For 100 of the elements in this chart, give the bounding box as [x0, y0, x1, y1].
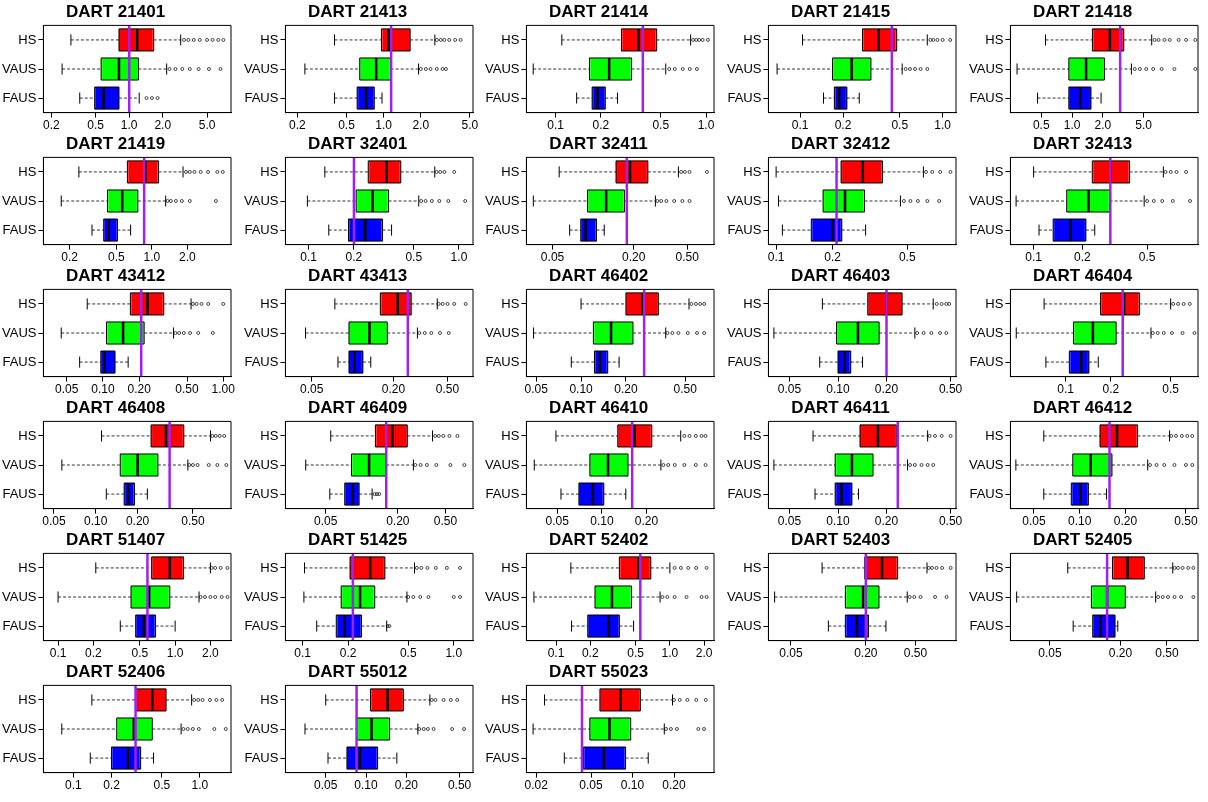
y-tick-label: FAUS [2, 89, 37, 105]
x-tick-label: 0.2 [345, 250, 363, 265]
x-tick-label: 0.1 [300, 250, 318, 265]
chart-title: DART 46402 [549, 265, 649, 285]
y-tick-label: HS [985, 427, 1004, 443]
y-tick-label: VAUS [727, 456, 762, 472]
x-tick-label: 0.50 [1174, 514, 1198, 529]
x-tick-label: 0.50 [435, 382, 460, 397]
chart-title: DART 21414 [549, 1, 650, 21]
y-tick-label: FAUS [485, 485, 521, 501]
y-tick-label: FAUS [244, 89, 279, 105]
chart-title: DART 46408 [65, 397, 166, 417]
y-tick-label: FAUS [244, 749, 279, 765]
x-tick-label: 0.5 [1162, 382, 1180, 397]
chart-title: DART 46412 [1032, 397, 1132, 417]
x-tick-label: 0.2 [339, 646, 357, 661]
x-tick-label: 0.05 [42, 514, 66, 529]
x-tick-label: 0.50 [903, 646, 928, 661]
x-tick-label: 0.05 [299, 382, 324, 397]
x-tick-label: 0.05 [313, 514, 338, 529]
y-tick-label: VAUS [243, 588, 279, 604]
y-tick-label: HS [501, 427, 521, 443]
x-tick-label: 0.05 [541, 250, 565, 265]
y-tick-label: FAUS [969, 221, 1004, 237]
x-tick-label: 0.20 [125, 514, 150, 529]
x-tick-label: 2.0 [202, 646, 220, 661]
y-tick-label: HS [18, 295, 37, 311]
x-tick-label: 0.50 [175, 382, 200, 397]
y-tick-label: FAUS [727, 221, 762, 237]
x-tick-label: 2.0 [696, 646, 714, 661]
y-tick-label: FAUS [485, 749, 521, 765]
x-tick-label: 0.05 [1037, 646, 1062, 661]
chart-title: DART 46404 [1032, 265, 1133, 285]
y-tick-label: HS [743, 427, 762, 443]
x-tick-label: 0.2 [834, 118, 852, 133]
y-tick-label: HS [260, 295, 279, 311]
y-tick-label: HS [501, 559, 521, 575]
x-tick-label: 0.50 [939, 382, 963, 397]
x-tick-label: 5.0 [1135, 118, 1153, 133]
y-tick-label: FAUS [2, 617, 37, 633]
x-tick-label: 5.0 [461, 118, 479, 133]
x-tick-label: 0.2 [824, 250, 842, 265]
x-tick-label: 0.5 [153, 778, 171, 793]
y-tick-label: VAUS [2, 588, 37, 604]
x-tick-label: 0.20 [614, 382, 639, 397]
x-tick-label: 0.20 [874, 382, 899, 397]
y-tick-label: FAUS [2, 485, 37, 501]
y-tick-label: HS [743, 163, 762, 179]
chart-title: DART 52405 [1032, 529, 1132, 549]
y-tick-label: FAUS [244, 221, 279, 237]
x-tick-label: 0.1 [767, 250, 785, 265]
chart-title: DART 21401 [65, 1, 166, 21]
x-tick-label: 0.20 [1108, 646, 1133, 661]
y-tick-label: VAUS [485, 324, 521, 340]
x-tick-label: 0.5 [652, 118, 670, 133]
x-tick-label: 0.20 [127, 382, 152, 397]
x-tick-label: 0.2 [592, 118, 610, 133]
y-tick-label: VAUS [727, 588, 762, 604]
chart-title: DART 32411 [549, 133, 649, 153]
y-tick-label: VAUS [727, 192, 762, 208]
y-tick-label: HS [260, 691, 279, 707]
y-tick-label: VAUS [968, 192, 1004, 208]
y-tick-label: FAUS [244, 485, 279, 501]
x-tick-label: 0.1 [293, 646, 311, 661]
x-tick-label: 0.20 [385, 514, 410, 529]
y-tick-label: FAUS [244, 353, 279, 369]
y-tick-label: FAUS [727, 485, 762, 501]
y-tick-label: VAUS [2, 192, 37, 208]
x-tick-label: 0.2 [582, 646, 600, 661]
x-tick-label: 0.20 [622, 250, 647, 265]
x-tick-label: 1.0 [934, 118, 952, 133]
x-tick-label: 0.5 [337, 118, 355, 133]
x-tick-label: 1.0 [143, 250, 161, 265]
x-tick-label: 0.5 [405, 250, 423, 265]
x-tick-label: 0.1 [1025, 250, 1043, 265]
x-tick-label: 0.5 [891, 118, 909, 133]
chart-title: DART 46409 [307, 397, 407, 417]
x-tick-label: 2.0 [154, 118, 172, 133]
y-tick-label: VAUS [2, 456, 37, 472]
x-tick-label: 0.1 [65, 778, 83, 793]
y-tick-label: HS [18, 163, 37, 179]
chart-title: DART 52403 [790, 529, 891, 549]
x-tick-label: 0.5 [87, 118, 105, 133]
chart-title: DART 43412 [65, 265, 166, 285]
y-tick-label: HS [18, 427, 37, 443]
x-tick-label: 0.10 [84, 514, 108, 529]
x-tick-label: 1.0 [450, 250, 468, 265]
y-tick-label: HS [260, 31, 279, 47]
y-tick-label: FAUS [485, 221, 521, 237]
x-tick-label: 0.2 [103, 778, 121, 793]
x-tick-label: 0.05 [779, 646, 803, 661]
x-tick-label: 1.0 [191, 778, 209, 793]
x-tick-label: 0.05 [579, 778, 604, 793]
y-tick-label: VAUS [2, 324, 37, 340]
x-tick-label: 0.5 [399, 646, 417, 661]
x-tick-label: 0.10 [826, 514, 851, 529]
y-tick-label: VAUS [243, 720, 279, 736]
y-tick-label: HS [501, 163, 521, 179]
x-tick-label: 0.10 [1067, 514, 1092, 529]
x-tick-label: 1.0 [698, 118, 716, 133]
